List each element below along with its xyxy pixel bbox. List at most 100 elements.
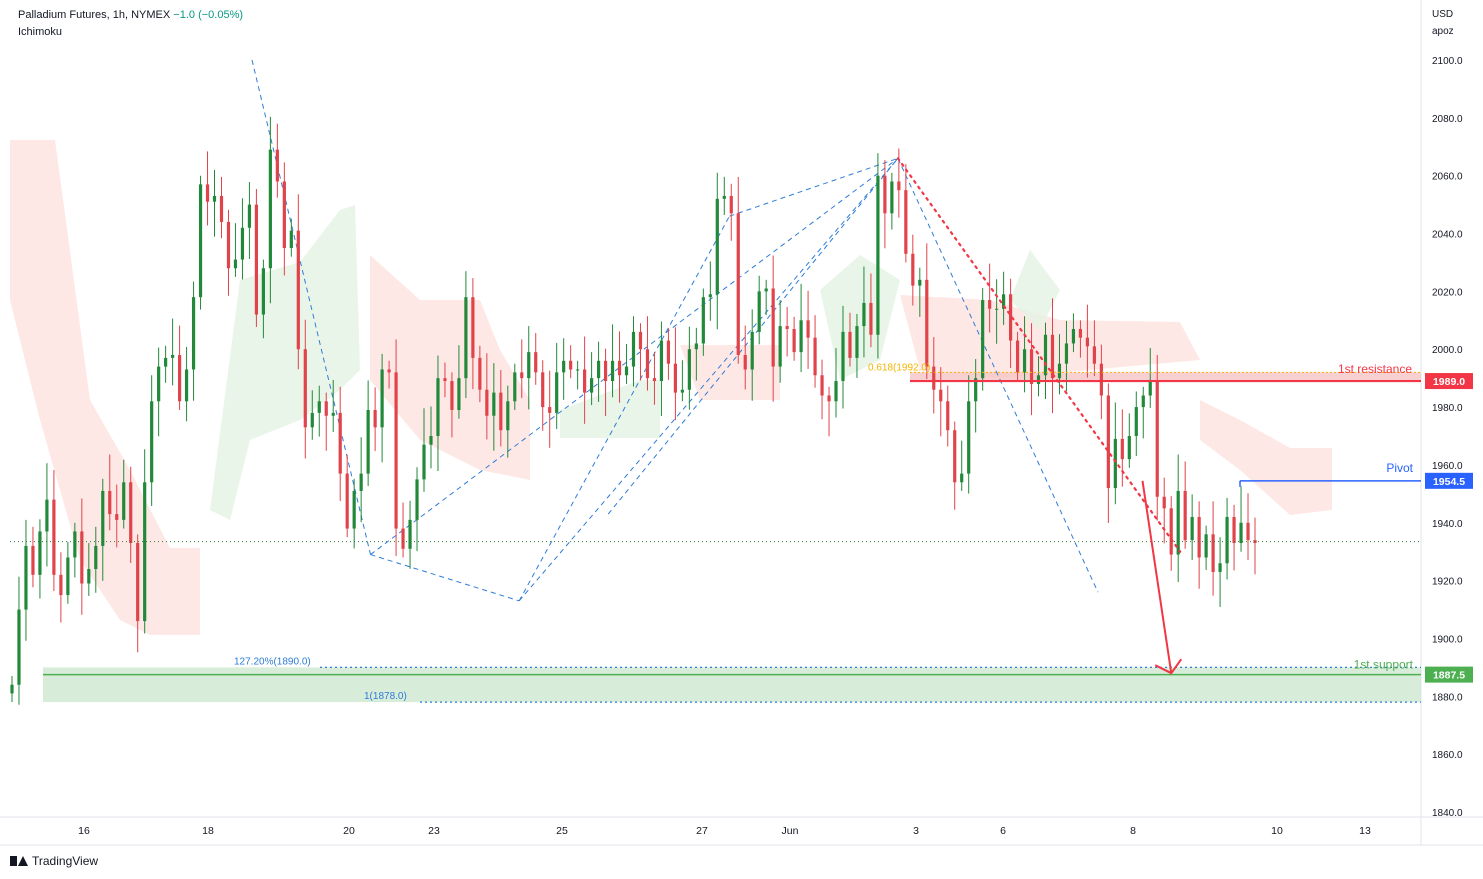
candle[interactable] (233, 223, 238, 277)
candle[interactable] (226, 209, 231, 296)
candle[interactable] (1113, 402, 1117, 505)
candle[interactable] (436, 355, 440, 471)
candle[interactable] (205, 151, 210, 226)
candle[interactable] (1169, 496, 1173, 571)
candle[interactable] (394, 339, 398, 557)
candle[interactable] (1176, 454, 1180, 583)
candle[interactable] (855, 313, 859, 378)
candle[interactable] (352, 478, 356, 549)
candle[interactable] (785, 307, 789, 357)
candle[interactable] (443, 362, 447, 398)
candle[interactable] (136, 534, 140, 653)
candle[interactable] (848, 312, 852, 367)
candle[interactable] (813, 315, 817, 388)
candle[interactable] (499, 370, 503, 447)
candle[interactable] (1064, 320, 1069, 392)
candle[interactable] (792, 316, 796, 361)
candle[interactable] (380, 353, 384, 463)
candle[interactable] (164, 345, 168, 383)
candle[interactable] (24, 519, 28, 641)
candle[interactable] (254, 188, 259, 327)
candle[interactable] (59, 552, 63, 623)
candle[interactable] (1197, 501, 1201, 589)
candle[interactable] (820, 359, 824, 420)
candle[interactable] (464, 271, 468, 399)
candle[interactable] (631, 316, 636, 387)
candle[interactable] (778, 300, 782, 383)
candle[interactable] (1225, 497, 1229, 580)
candle[interactable] (624, 344, 629, 384)
candle[interactable] (303, 319, 307, 459)
indicator-name[interactable]: Ichimoku (18, 26, 63, 38)
candle[interactable] (603, 348, 608, 417)
symbol-title[interactable]: Palladium Futures, 1h, NYMEX (18, 9, 171, 21)
candle[interactable] (841, 305, 845, 409)
candle[interactable] (680, 360, 684, 402)
candle[interactable] (157, 347, 161, 437)
candle[interactable] (212, 169, 217, 237)
candle[interactable] (1127, 413, 1131, 468)
candle[interactable] (101, 478, 105, 581)
candle[interactable] (911, 234, 915, 306)
candle[interactable] (687, 326, 691, 410)
candle[interactable] (331, 379, 335, 432)
candle[interactable] (729, 183, 733, 241)
candle[interactable] (52, 470, 56, 592)
candle[interactable] (122, 459, 126, 529)
candle[interactable] (150, 375, 154, 506)
candle[interactable] (513, 363, 517, 410)
candle[interactable] (694, 327, 698, 381)
candle[interactable] (422, 408, 426, 492)
candle[interactable] (485, 353, 489, 440)
candle[interactable] (541, 360, 545, 431)
candle[interactable] (771, 255, 775, 402)
candle[interactable] (967, 375, 971, 494)
candle[interactable] (534, 333, 538, 385)
candle[interactable] (268, 116, 272, 304)
candle[interactable] (1218, 537, 1222, 607)
candle[interactable] (1155, 355, 1159, 521)
candle[interactable] (862, 266, 866, 358)
candle[interactable] (87, 543, 91, 596)
candle[interactable] (750, 309, 754, 401)
candle[interactable] (1141, 386, 1145, 439)
candle[interactable] (1071, 313, 1076, 353)
candle[interactable] (219, 176, 224, 239)
candle[interactable] (1106, 383, 1110, 524)
candle[interactable] (701, 288, 705, 356)
candle[interactable] (401, 502, 405, 558)
candle[interactable] (240, 198, 245, 280)
candle[interactable] (1253, 517, 1257, 575)
candle[interactable] (1232, 504, 1236, 571)
candle[interactable] (1190, 494, 1194, 561)
candle[interactable] (1092, 320, 1096, 377)
candle[interactable] (925, 243, 929, 380)
candle[interactable] (282, 162, 286, 276)
candle[interactable] (638, 323, 643, 381)
candle[interactable] (10, 676, 14, 703)
candle[interactable] (869, 273, 873, 348)
candle[interactable] (324, 392, 328, 451)
candle[interactable] (31, 526, 35, 588)
candle[interactable] (939, 367, 943, 437)
candle[interactable] (708, 261, 712, 321)
candle[interactable] (904, 164, 908, 263)
candle[interactable] (757, 275, 761, 345)
candle[interactable] (960, 440, 964, 491)
candle[interactable] (296, 194, 300, 370)
candle[interactable] (645, 316, 650, 391)
candle[interactable] (576, 360, 580, 390)
candle[interactable] (1204, 525, 1208, 570)
candle[interactable] (275, 123, 279, 198)
candle[interactable] (946, 385, 950, 447)
candle[interactable] (73, 522, 77, 578)
candle[interactable] (115, 484, 119, 548)
candle[interactable] (184, 346, 189, 422)
candle[interactable] (171, 318, 175, 386)
candle[interactable] (974, 359, 978, 433)
candle[interactable] (310, 390, 314, 440)
currency-label[interactable]: USD (1432, 9, 1454, 20)
candle[interactable] (1148, 348, 1152, 408)
candle[interactable] (177, 325, 182, 410)
candle[interactable] (1036, 356, 1041, 397)
